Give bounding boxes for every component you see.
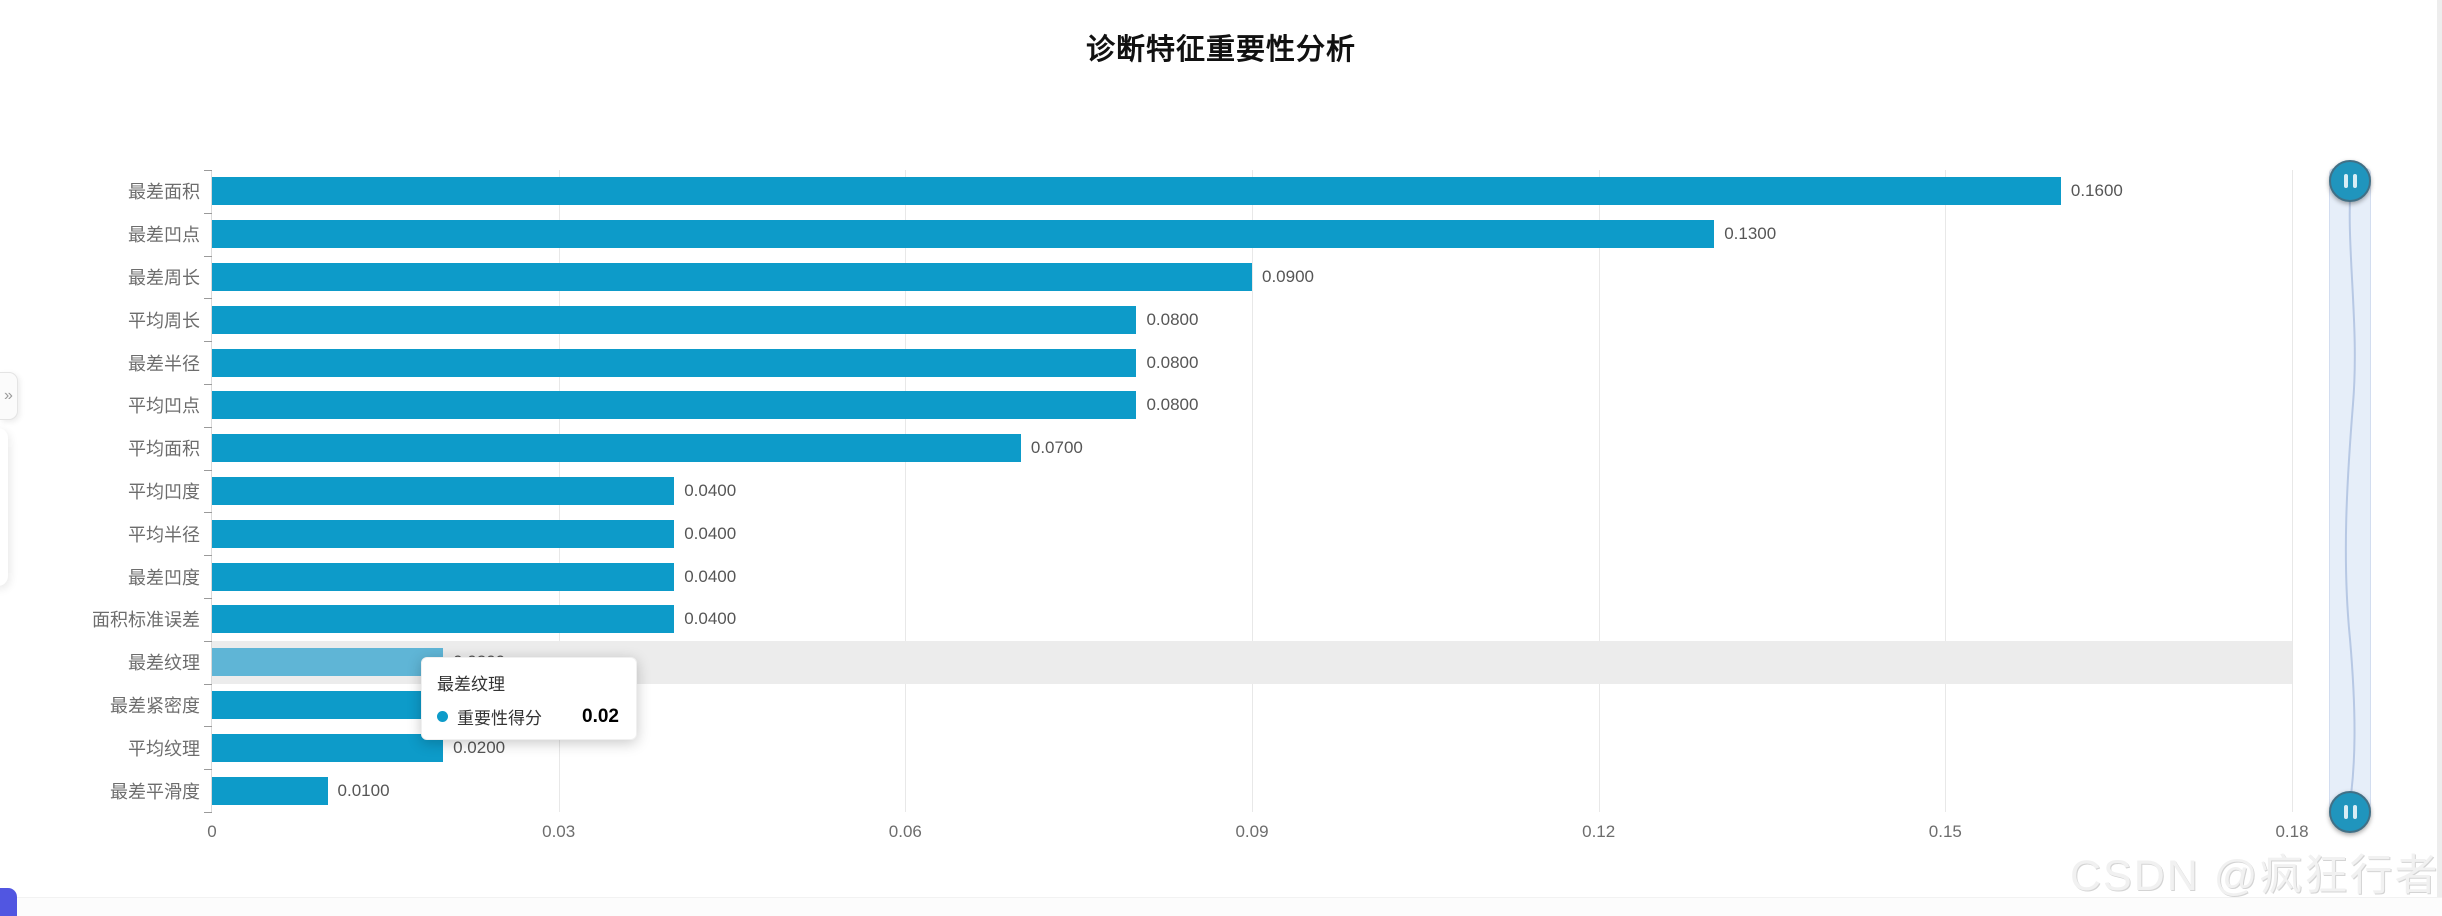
- axis-tick: [204, 170, 212, 171]
- bar[interactable]: [212, 477, 675, 505]
- bar-value-label: 0.0100: [337, 780, 390, 800]
- y-axis-label: 平均面积: [128, 439, 200, 460]
- datazoom-handle-bottom[interactable]: [2329, 791, 2371, 833]
- grid-line: [2292, 170, 2293, 812]
- bar[interactable]: [212, 391, 1137, 420]
- y-axis-label: 最差平滑度: [110, 781, 200, 802]
- x-axis-tick-label: 0.09: [1235, 822, 1269, 841]
- bar[interactable]: [212, 733, 444, 762]
- bar-value-label: 0.1300: [1724, 224, 1777, 244]
- bottom-band: [0, 897, 2442, 916]
- bar[interactable]: [212, 348, 1137, 377]
- axis-tick: [204, 812, 212, 813]
- bar[interactable]: [212, 263, 1252, 291]
- bar-value-label: 0.0800: [1146, 352, 1199, 372]
- grid-line: [1598, 170, 1600, 812]
- grid-line: [1252, 170, 1253, 812]
- axis-tick: [204, 298, 212, 300]
- y-axis-label: 平均凹点: [128, 396, 200, 417]
- axis-tick: [204, 555, 212, 557]
- y-axis-label: 最差凹点: [128, 225, 200, 246]
- bar-value-label: 0.0800: [1146, 309, 1199, 329]
- axis-tick: [204, 469, 212, 471]
- axis-tick: [204, 598, 212, 599]
- circle-dot-icon: [437, 711, 448, 722]
- x-axis-tick-label: 0.03: [542, 822, 576, 841]
- pause-icon: [2343, 805, 2348, 819]
- bar-value-label: 0.0400: [684, 566, 737, 586]
- y-axis-label: 最差紧密度: [110, 696, 200, 716]
- bar-value-label: 0.0800: [1146, 395, 1199, 415]
- axis-tick: [204, 384, 212, 385]
- x-axis-tick-label: 0.15: [1928, 822, 1962, 841]
- axis-tick: [204, 255, 212, 257]
- axis-tick: [204, 426, 212, 428]
- browser-scrollbar-strip[interactable]: [2437, 0, 2442, 916]
- bar-value-label: 0.0400: [684, 481, 737, 500]
- panel-expander[interactable]: »: [0, 372, 18, 420]
- tooltip-category: 最差纹理: [437, 675, 505, 694]
- y-axis-label: 最差周长: [128, 268, 200, 288]
- tooltip: 最差纹理 重要性得分 0.02: [421, 657, 637, 740]
- datazoom-shadow-line: [2344, 169, 2356, 821]
- axis-tick: [204, 769, 212, 771]
- y-axis-label: 平均纹理: [128, 738, 200, 759]
- floating-corner-button[interactable]: [0, 888, 17, 916]
- bar-value-label: 0.0900: [1262, 267, 1314, 286]
- x-axis-tick-label: 0.12: [1582, 822, 1616, 841]
- tooltip-series-name: 重要性得分: [457, 709, 542, 728]
- y-axis-label: 最差面积: [128, 182, 200, 203]
- bar[interactable]: [212, 305, 1137, 334]
- tooltip-value: 0.02: [582, 705, 619, 727]
- y-axis-label: 最差半径: [128, 353, 200, 374]
- bar-value-label: 0.0200: [453, 737, 506, 757]
- axis-tick: [204, 212, 212, 214]
- bar[interactable]: [212, 220, 1715, 249]
- bar-value-label: 0.1600: [2070, 181, 2123, 201]
- bar[interactable]: [212, 177, 2061, 206]
- bar[interactable]: [212, 562, 675, 591]
- grid-line: [1945, 170, 1947, 812]
- grid-line: [905, 170, 907, 812]
- y-axis-label: 平均半径: [128, 524, 200, 545]
- chart-title: 诊断特征重要性分析: [1085, 34, 1356, 66]
- bar[interactable]: [212, 519, 675, 548]
- pause-icon: [2352, 174, 2357, 188]
- axis-tick: [204, 341, 212, 343]
- axis-tick: [204, 726, 212, 728]
- axis-tick: [204, 640, 212, 642]
- y-axis-line: [211, 170, 212, 812]
- y-axis-label: 面积标准误差: [92, 610, 200, 631]
- bar[interactable]: [212, 776, 328, 805]
- pause-icon: [2352, 805, 2357, 819]
- axis-tick: [204, 683, 212, 685]
- x-axis-tick-label: 0: [207, 822, 217, 841]
- bar-value-label: 0.0400: [684, 523, 737, 543]
- y-axis-label: 平均周长: [128, 310, 200, 331]
- watermark: CSDN @疯狂行者: [2070, 852, 2440, 900]
- x-axis-tick-label: 0.18: [2275, 822, 2309, 841]
- y-axis-label: 最差凹度: [128, 567, 200, 588]
- bar[interactable]: [212, 605, 675, 634]
- y-axis-label: 最差纹理: [128, 653, 200, 674]
- bar-value-label: 0.0400: [684, 609, 737, 629]
- bar[interactable]: [212, 434, 1021, 463]
- datazoom-track[interactable]: [2329, 168, 2371, 821]
- bar[interactable]: [212, 691, 444, 719]
- pause-icon: [2343, 174, 2348, 188]
- y-axis-label: 平均凹度: [128, 482, 200, 502]
- double-chevron-right-icon: »: [4, 387, 13, 404]
- x-axis-tick-label: 0.06: [888, 822, 922, 841]
- bar[interactable]: [212, 648, 444, 677]
- collapsed-side-panel[interactable]: [0, 428, 8, 586]
- datazoom-handle-top[interactable]: [2329, 160, 2371, 202]
- axis-tick: [204, 512, 212, 514]
- bar-value-label: 0.0700: [1030, 438, 1083, 458]
